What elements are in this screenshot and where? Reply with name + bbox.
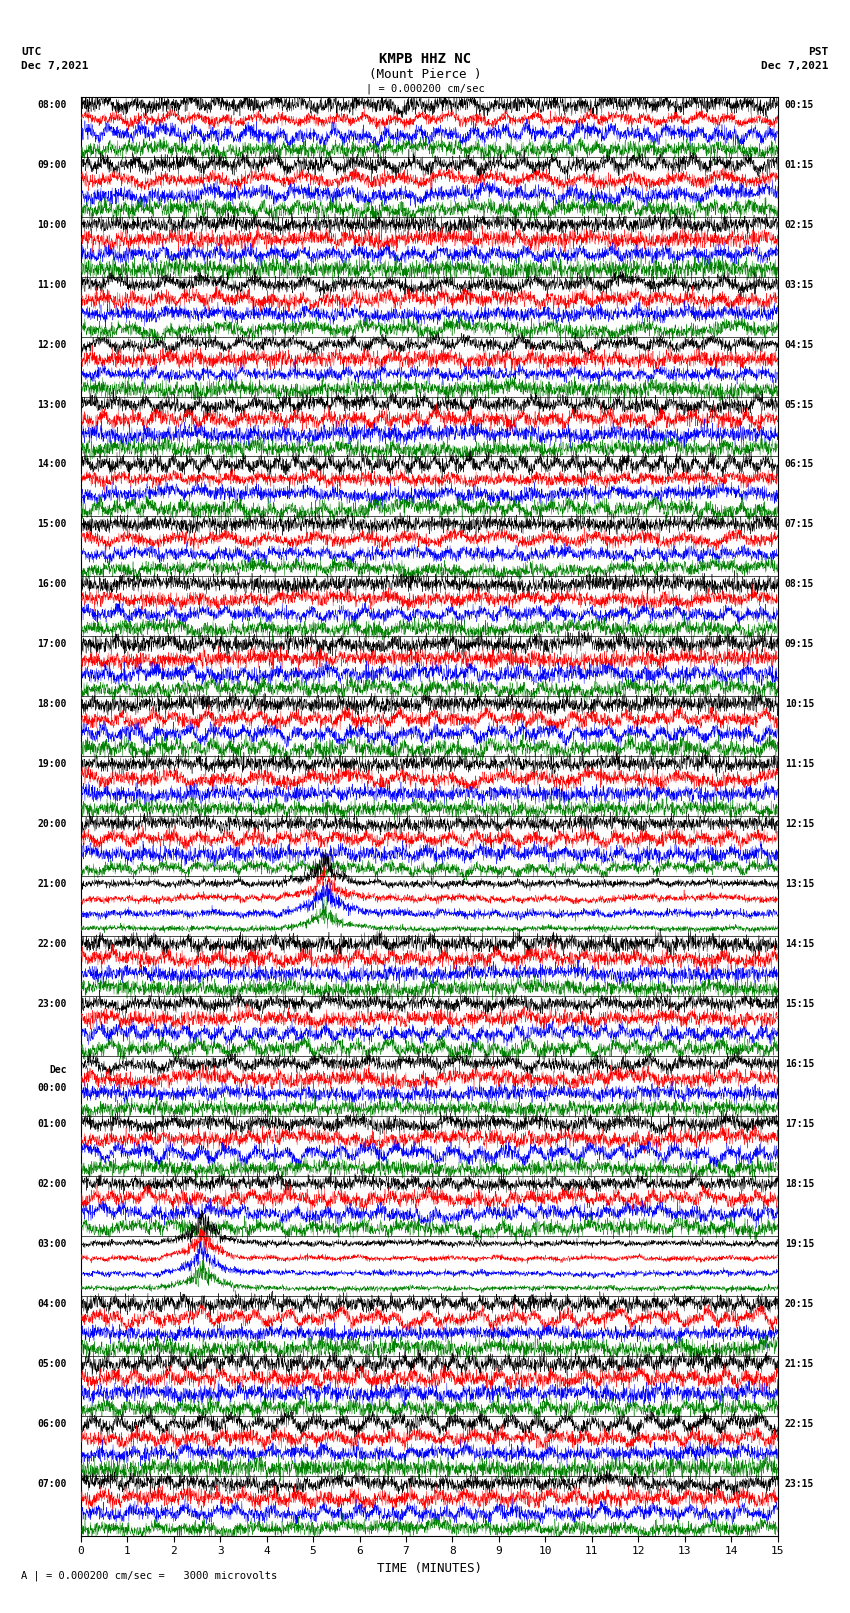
Text: 13:15: 13:15 xyxy=(785,879,814,889)
Text: 11:00: 11:00 xyxy=(37,279,67,290)
Text: 00:15: 00:15 xyxy=(785,100,814,110)
Text: Dec 7,2021: Dec 7,2021 xyxy=(21,61,88,71)
Text: UTC: UTC xyxy=(21,47,42,56)
Text: | = 0.000200 cm/sec: | = 0.000200 cm/sec xyxy=(366,84,484,95)
Text: (Mount Pierce ): (Mount Pierce ) xyxy=(369,68,481,81)
Text: 08:00: 08:00 xyxy=(37,100,67,110)
Text: 13:00: 13:00 xyxy=(37,400,67,410)
Text: 02:15: 02:15 xyxy=(785,219,814,229)
Text: 15:15: 15:15 xyxy=(785,998,814,1010)
Text: 12:15: 12:15 xyxy=(785,819,814,829)
Text: 08:15: 08:15 xyxy=(785,579,814,589)
Text: 01:00: 01:00 xyxy=(37,1119,67,1129)
Text: 10:00: 10:00 xyxy=(37,219,67,229)
Text: 14:15: 14:15 xyxy=(785,939,814,948)
Text: 04:00: 04:00 xyxy=(37,1298,67,1308)
Text: 19:15: 19:15 xyxy=(785,1239,814,1248)
Text: 06:15: 06:15 xyxy=(785,460,814,469)
Text: KMPB HHZ NC: KMPB HHZ NC xyxy=(379,52,471,66)
Text: PST: PST xyxy=(808,47,829,56)
Text: 04:15: 04:15 xyxy=(785,340,814,350)
Text: 14:00: 14:00 xyxy=(37,460,67,469)
Text: 15:00: 15:00 xyxy=(37,519,67,529)
Text: 20:15: 20:15 xyxy=(785,1298,814,1308)
Text: Dec: Dec xyxy=(49,1065,67,1074)
Text: 21:15: 21:15 xyxy=(785,1358,814,1369)
Text: 07:00: 07:00 xyxy=(37,1479,67,1489)
Text: 18:00: 18:00 xyxy=(37,700,67,710)
Text: 16:00: 16:00 xyxy=(37,579,67,589)
Text: 05:15: 05:15 xyxy=(785,400,814,410)
Text: 22:00: 22:00 xyxy=(37,939,67,948)
Text: Dec 7,2021: Dec 7,2021 xyxy=(762,61,829,71)
Text: 03:00: 03:00 xyxy=(37,1239,67,1248)
Text: 22:15: 22:15 xyxy=(785,1419,814,1429)
Text: 16:15: 16:15 xyxy=(785,1060,814,1069)
Text: 00:00: 00:00 xyxy=(37,1082,67,1094)
Text: 02:00: 02:00 xyxy=(37,1179,67,1189)
Text: 09:15: 09:15 xyxy=(785,639,814,650)
Text: 17:15: 17:15 xyxy=(785,1119,814,1129)
Text: 18:15: 18:15 xyxy=(785,1179,814,1189)
Text: 19:00: 19:00 xyxy=(37,760,67,769)
Text: 21:00: 21:00 xyxy=(37,879,67,889)
Text: 23:15: 23:15 xyxy=(785,1479,814,1489)
Text: 10:15: 10:15 xyxy=(785,700,814,710)
X-axis label: TIME (MINUTES): TIME (MINUTES) xyxy=(377,1561,482,1574)
Text: A | = 0.000200 cm/sec =   3000 microvolts: A | = 0.000200 cm/sec = 3000 microvolts xyxy=(21,1569,277,1581)
Text: 09:00: 09:00 xyxy=(37,160,67,169)
Text: 11:15: 11:15 xyxy=(785,760,814,769)
Text: 06:00: 06:00 xyxy=(37,1419,67,1429)
Text: 05:00: 05:00 xyxy=(37,1358,67,1369)
Text: 03:15: 03:15 xyxy=(785,279,814,290)
Text: 01:15: 01:15 xyxy=(785,160,814,169)
Text: 20:00: 20:00 xyxy=(37,819,67,829)
Text: 17:00: 17:00 xyxy=(37,639,67,650)
Text: 07:15: 07:15 xyxy=(785,519,814,529)
Text: 23:00: 23:00 xyxy=(37,998,67,1010)
Text: 12:00: 12:00 xyxy=(37,340,67,350)
